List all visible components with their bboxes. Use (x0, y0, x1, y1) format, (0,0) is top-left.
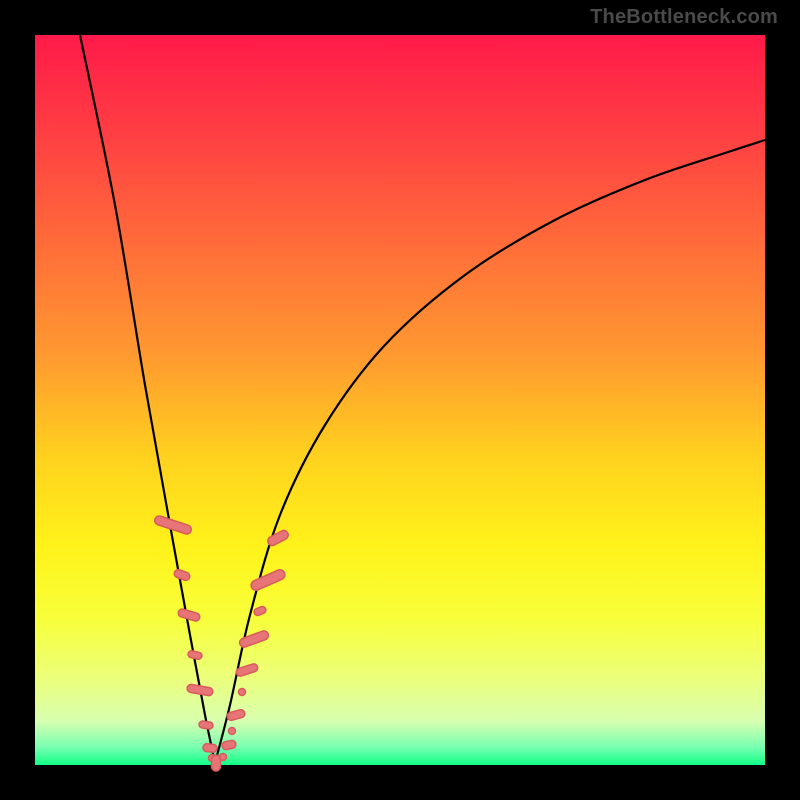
plot-area (35, 35, 765, 765)
chart-frame: TheBottleneck.com (0, 0, 800, 800)
data-markers (154, 515, 290, 771)
watermark-text: TheBottleneck.com (590, 6, 778, 29)
chart-curves (35, 35, 765, 765)
curve-right (215, 140, 765, 763)
watermark-label: TheBottleneck.com (590, 6, 778, 28)
